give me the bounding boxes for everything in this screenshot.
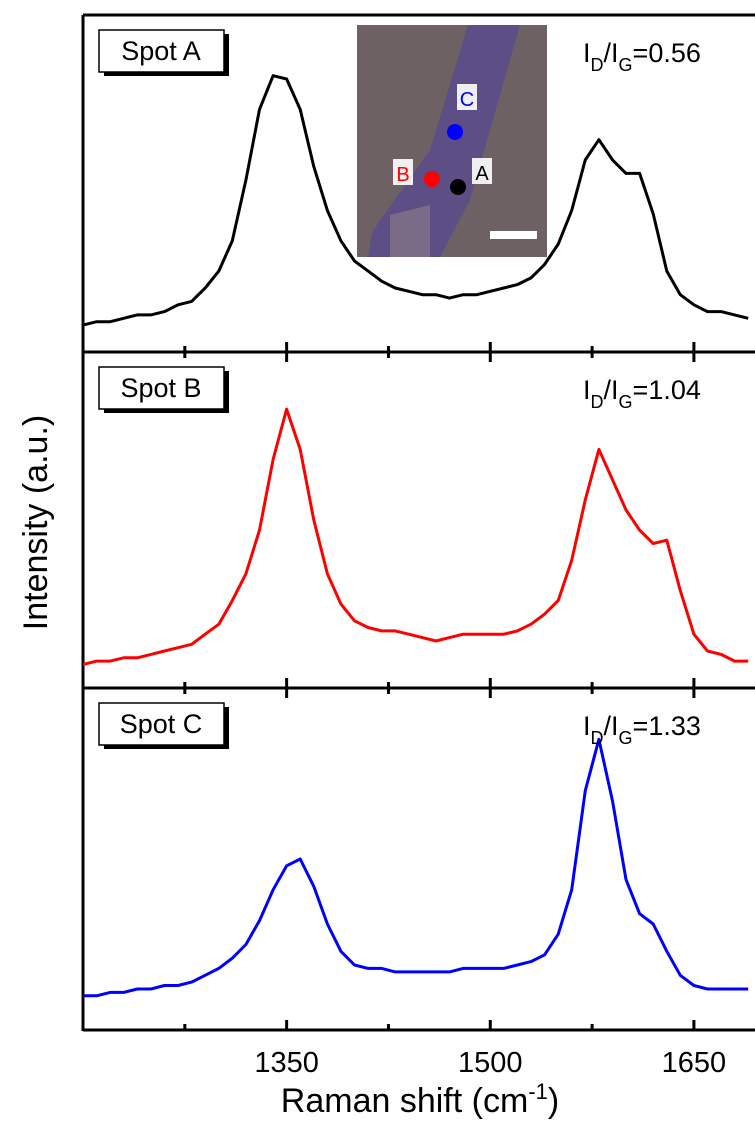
ratio-text: I	[583, 38, 591, 68]
flake	[368, 25, 520, 257]
ratio-text: /I	[604, 375, 619, 405]
legend-label: Spot A	[121, 36, 201, 66]
inset-label-bg	[472, 158, 492, 184]
scale-bar	[490, 231, 537, 239]
ratio-text: =1.04	[633, 375, 701, 405]
x-tick-label: 1350	[254, 1047, 319, 1079]
legend-label: Spot B	[120, 373, 201, 403]
ratio-text: I	[583, 711, 591, 741]
ratio-subscript: G	[619, 392, 633, 412]
ratio-label: ID/IG=0.56	[583, 38, 701, 75]
legend-label: Spot C	[120, 709, 203, 739]
spectrum-line	[83, 74, 749, 327]
x-tick-label: 1500	[458, 1047, 523, 1079]
ratio-text: =0.56	[633, 38, 701, 68]
ratio-text: /I	[604, 38, 619, 68]
spectrum-line	[83, 407, 749, 666]
inset-label: B	[396, 164, 409, 186]
ratio-subscript: D	[591, 728, 604, 748]
inset-label: A	[475, 163, 489, 185]
x-label-text: Raman shift (cm	[281, 1082, 529, 1120]
inset-spot	[424, 171, 440, 187]
inset-spot	[447, 124, 463, 140]
x-axis-label: Raman shift (cm-1)	[281, 1079, 559, 1120]
x-tick-label: 1650	[662, 1047, 727, 1079]
ratio-subscript: G	[619, 728, 633, 748]
ratio-text: =1.33	[633, 711, 701, 741]
y-axis-label: Intensity (a.u.)	[17, 415, 55, 630]
x-label-superscript: -1	[528, 1079, 548, 1104]
ratio-text: I	[583, 375, 591, 405]
inset-image	[357, 25, 547, 257]
spectrum-line	[83, 737, 749, 998]
ratio-label: ID/IG=1.33	[583, 711, 701, 748]
inset-spot	[450, 179, 466, 195]
ratio-subscript: G	[619, 55, 633, 75]
legend-box	[98, 702, 225, 746]
ratio-label: ID/IG=1.04	[583, 375, 701, 412]
legend-box	[98, 366, 225, 410]
inset-label-bg	[457, 84, 477, 110]
x-label-text: )	[548, 1082, 559, 1120]
ratio-subscript: D	[591, 55, 604, 75]
ratio-text: /I	[604, 711, 619, 741]
inset-label: C	[460, 89, 474, 111]
legend-box	[98, 29, 225, 73]
ratio-subscript: D	[591, 392, 604, 412]
flake-edge	[390, 205, 430, 257]
inset-label-bg	[393, 159, 413, 185]
